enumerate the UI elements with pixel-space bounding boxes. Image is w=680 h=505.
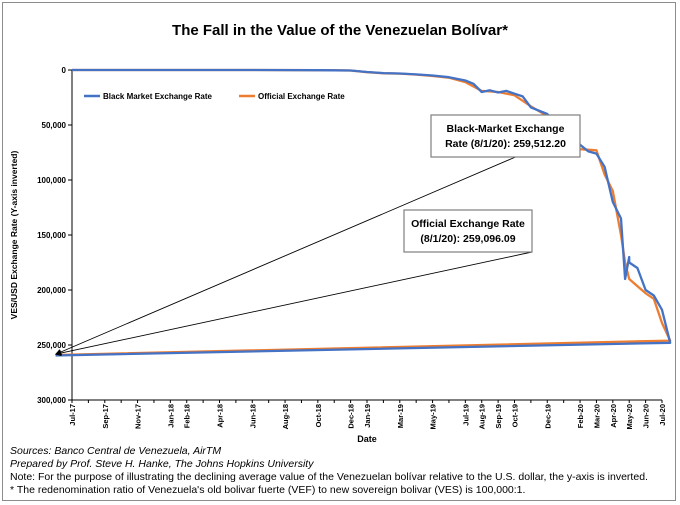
x-tick-label: Dec-18 <box>347 404 356 429</box>
x-tick-label: Apr-18 <box>216 404 225 428</box>
x-tick-label: Jun-18 <box>248 404 257 428</box>
x-tick-label: Aug-19 <box>478 404 487 429</box>
y-tick-label: 200,000 <box>37 286 66 295</box>
x-tick-label: Mar-20 <box>592 404 601 428</box>
sources-note: Sources: Banco Central de Venezuela, Air… <box>10 445 222 457</box>
x-tick-label: Jan-18 <box>166 404 175 428</box>
legend-label-black-market-exchange-rate: Black Market Exchange Rate <box>103 92 212 101</box>
annotation-official-box <box>403 209 533 253</box>
annotation-black-market-arrow <box>55 156 516 355</box>
x-tick-label: Jan-19 <box>363 404 372 428</box>
annotation-official-text: Official Exchange Rate <box>411 218 525 230</box>
x-tick-label: Aug-18 <box>281 404 290 429</box>
y-tick-label: 50,000 <box>42 121 67 130</box>
annotation-black-market-box <box>430 114 581 158</box>
y-axis-title: VES/USD Exchange Rate (Y-axis inverted) <box>9 151 19 320</box>
x-tick-label: Oct-18 <box>314 404 323 427</box>
x-tick-label: Jul-17 <box>68 404 77 426</box>
official-exchange-rate-line <box>55 68 672 357</box>
x-tick-label: Feb-18 <box>183 404 192 428</box>
x-tick-label: Oct-19 <box>511 404 520 427</box>
x-tick-label: May-20 <box>625 404 634 429</box>
x-tick-label: Mar-19 <box>396 404 405 428</box>
prepared-by-note: Prepared by Prof. Steve H. Hanke, The Jo… <box>10 458 314 470</box>
chart-frame <box>2 2 676 501</box>
y-tick-label: 100,000 <box>37 176 66 185</box>
redenomination-footnote: * The redenomination ratio of Venezuela'… <box>10 484 526 496</box>
x-tick-label: Sep-19 <box>494 404 503 429</box>
y-tick-label: 250,000 <box>37 341 66 350</box>
y-tick-label: 150,000 <box>37 231 66 240</box>
x-tick-label: Sep-17 <box>101 404 110 429</box>
chart-title: The Fall in the Value of the Venezuelan … <box>172 22 508 39</box>
x-axis-title: Date <box>357 434 377 444</box>
x-tick-label: Jul-19 <box>461 404 470 426</box>
axis-inverted-note: Note: For the purpose of illustrating th… <box>10 471 648 483</box>
black-market-exchange-rate-line <box>55 68 672 357</box>
x-tick-label: Feb-20 <box>576 404 585 428</box>
x-tick-label: Jun-20 <box>642 404 651 428</box>
x-tick-label: Apr-20 <box>609 404 618 428</box>
y-tick-label: 0 <box>62 66 67 75</box>
x-tick-label: Dec-19 <box>543 404 552 429</box>
annotation-official-arrow <box>54 251 533 357</box>
y-tick-label: 300,000 <box>37 396 66 405</box>
x-tick-label: Jul-20 <box>658 404 667 426</box>
x-tick-label: Nov-17 <box>134 404 143 429</box>
annotation-official-text: (8/1/20): 259,096.09 <box>420 233 515 245</box>
legend-label-official-exchange-rate: Official Exchange Rate <box>258 92 345 101</box>
annotation-black-market-text: Black-Market Exchange <box>447 123 565 135</box>
annotation-black-market-text: Rate (8/1/20): 259,512.20 <box>445 138 566 150</box>
x-tick-label: May-19 <box>429 404 438 429</box>
